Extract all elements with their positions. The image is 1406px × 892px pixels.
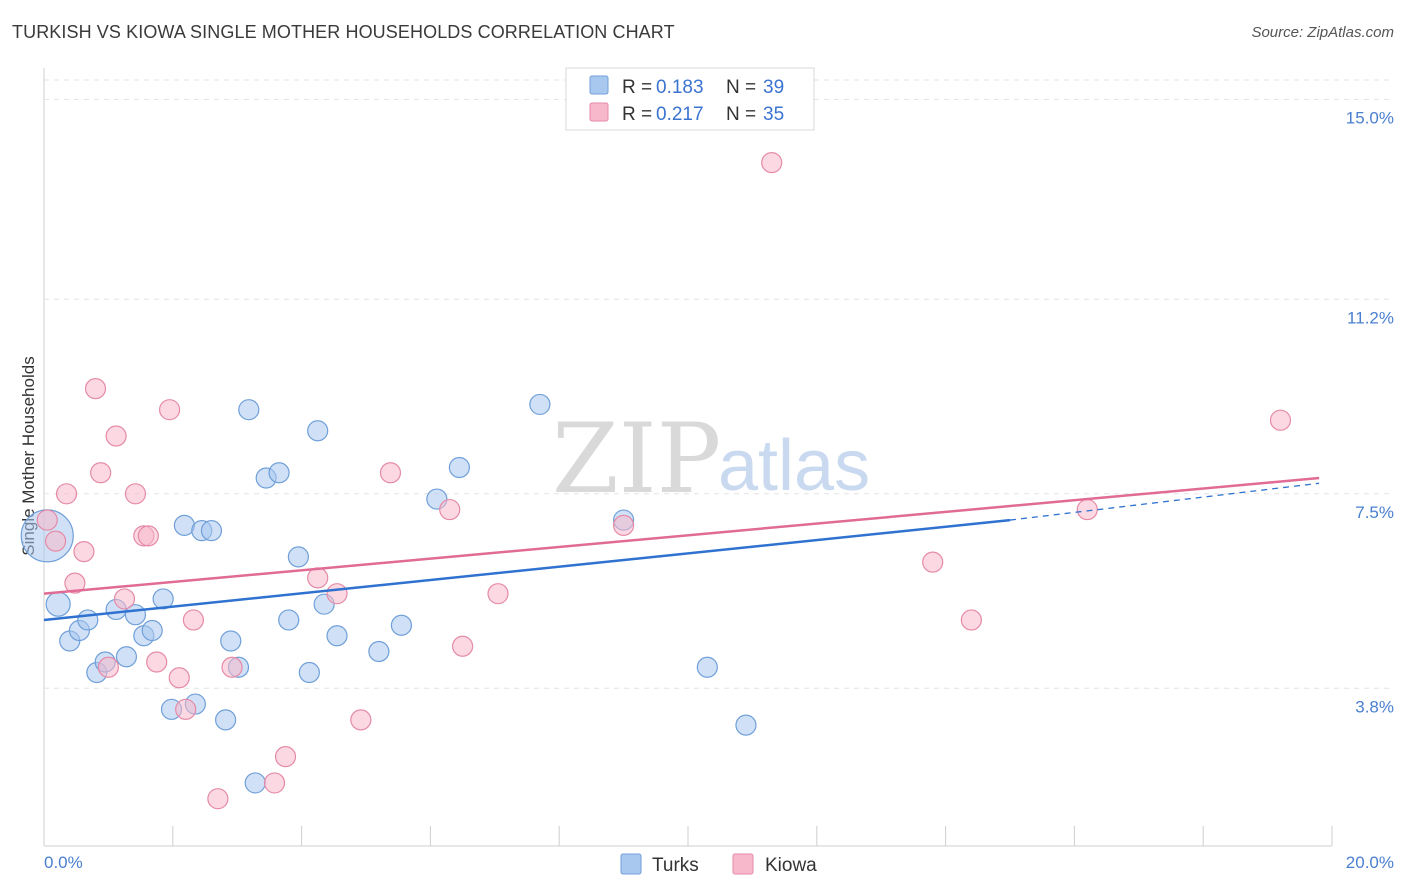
x-tick-label-min: 0.0% xyxy=(44,853,83,872)
x-tick-label-max: 20.0% xyxy=(1346,853,1394,872)
trend-line-kiowa xyxy=(43,476,1320,595)
point-turks xyxy=(268,462,290,484)
y-tick-label: 15.0% xyxy=(1346,109,1394,128)
point-kiowa xyxy=(379,462,402,484)
source-label: Source: ZipAtlas.com xyxy=(1251,24,1394,41)
point-kiowa xyxy=(168,667,190,689)
point-kiowa xyxy=(84,378,107,400)
point-turks xyxy=(390,614,413,636)
point-kiowa xyxy=(64,572,86,594)
legend-n-label-turks: N = xyxy=(726,77,756,98)
point-turks xyxy=(141,619,163,642)
point-kiowa xyxy=(439,498,461,521)
y-tick-label: 11.2% xyxy=(1347,308,1394,327)
bottom-legend-swatch-kiowa xyxy=(732,853,754,875)
point-turks xyxy=(307,420,329,442)
point-kiowa xyxy=(36,509,58,531)
point-turks xyxy=(735,714,757,736)
point-kiowa xyxy=(175,698,197,720)
point-kiowa xyxy=(221,656,243,678)
bottom-legend-label-turks: Turks xyxy=(652,855,699,876)
point-kiowa xyxy=(146,651,168,673)
y-tick-label: 7.5% xyxy=(1355,503,1394,522)
point-kiowa xyxy=(124,483,147,505)
watermark-zip: ZIP xyxy=(552,403,721,515)
point-turks xyxy=(200,519,223,542)
point-turks xyxy=(215,709,237,731)
point-kiowa xyxy=(113,588,136,610)
point-turks xyxy=(448,456,470,479)
point-turks xyxy=(368,640,390,663)
point-kiowa xyxy=(263,772,286,794)
point-kiowa xyxy=(137,525,159,547)
legend-swatch-turks xyxy=(589,75,609,95)
series-legend: Turks Kiowa xyxy=(620,853,817,876)
point-turks xyxy=(45,591,71,617)
point-kiowa xyxy=(182,609,205,631)
point-kiowa xyxy=(207,788,229,810)
point-turks xyxy=(115,646,138,668)
point-kiowa xyxy=(487,583,509,605)
point-kiowa xyxy=(73,541,95,563)
legend-n-value-kiowa: 35 xyxy=(763,104,784,125)
bottom-legend-swatch-turks xyxy=(620,853,642,875)
point-kiowa xyxy=(612,514,635,536)
legend-r-value-kiowa: 0.217 xyxy=(656,104,704,125)
point-kiowa xyxy=(1269,409,1292,431)
legend-r-value-turks: 0.183 xyxy=(656,77,704,98)
legend-swatch-kiowa xyxy=(589,102,609,122)
point-kiowa xyxy=(90,462,112,484)
point-kiowa xyxy=(105,425,127,447)
trend-line-turks-extension xyxy=(1009,482,1320,521)
legend-r-label-kiowa: R = xyxy=(622,104,652,125)
trend-lines xyxy=(43,476,1320,622)
point-turks xyxy=(77,609,99,631)
y-tick-label: 3.8% xyxy=(1355,697,1394,716)
point-kiowa xyxy=(452,635,474,657)
chart-title: TURKISH VS KIOWA SINGLE MOTHER HOUSEHOLD… xyxy=(12,22,675,42)
point-kiowa xyxy=(44,530,67,552)
stats-legend: R = 0.183 N = 39 R = 0.217 N = 35 xyxy=(565,67,815,131)
point-kiowa xyxy=(307,567,329,589)
point-kiowa xyxy=(922,551,944,573)
series-kiowa-points xyxy=(36,152,1292,810)
y-tick-labels: 3.8% 7.5% 11.2% 15.0% xyxy=(1346,109,1394,717)
point-turks xyxy=(238,399,260,421)
x-ticks xyxy=(43,826,1333,846)
point-turks xyxy=(326,625,348,647)
y-axis-label: Single Mother Households xyxy=(19,356,38,555)
point-kiowa xyxy=(158,399,181,421)
legend-n-label-kiowa: N = xyxy=(726,104,756,125)
watermark-atlas: atlas xyxy=(718,426,870,506)
point-turks xyxy=(696,656,718,678)
point-turks xyxy=(287,546,309,568)
point-turks xyxy=(220,630,242,652)
gridlines xyxy=(44,79,1394,689)
bottom-legend-label-kiowa: Kiowa xyxy=(765,855,817,876)
point-kiowa xyxy=(350,709,372,731)
trend-line-turks xyxy=(43,518,1011,622)
point-turks xyxy=(529,393,551,416)
point-kiowa xyxy=(1076,498,1098,521)
legend-n-value-turks: 39 xyxy=(763,77,784,98)
point-kiowa xyxy=(761,152,783,174)
point-turks xyxy=(152,588,174,610)
point-kiowa xyxy=(274,746,297,768)
point-kiowa xyxy=(960,609,982,631)
point-turks xyxy=(278,609,300,631)
point-kiowa xyxy=(326,583,348,605)
point-kiowa xyxy=(97,656,120,678)
point-kiowa xyxy=(55,483,78,505)
legend-r-label-turks: R = xyxy=(622,77,652,98)
point-turks xyxy=(298,661,320,684)
point-turks xyxy=(244,772,266,794)
